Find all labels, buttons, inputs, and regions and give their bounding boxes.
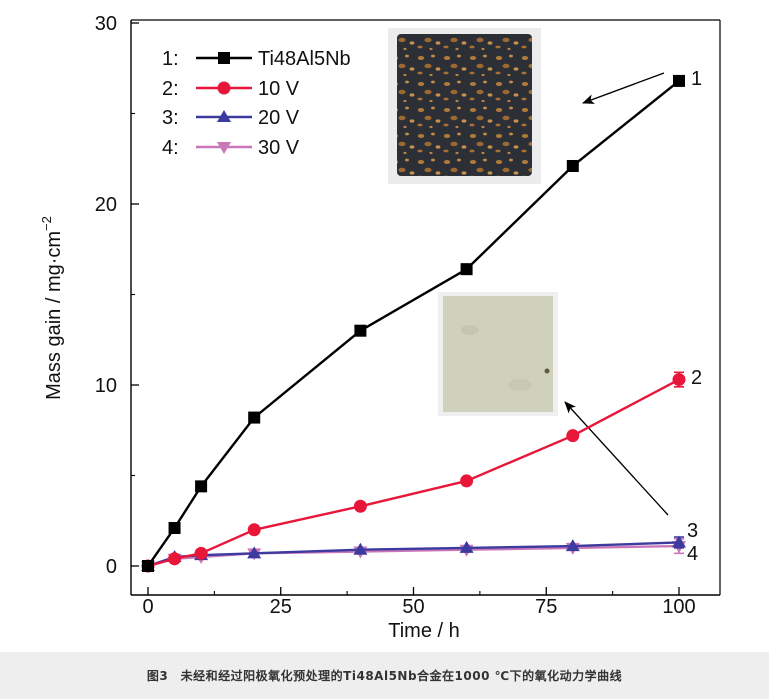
series-layer	[141, 74, 686, 573]
axis-ticks: 0 25 50 75 100 0 10 20 30	[95, 13, 696, 618]
dark-sample-photo	[388, 28, 541, 184]
series-line	[147, 541, 680, 568]
annotation-arrow-1	[582, 72, 665, 104]
y-axis-title-sup: −2	[39, 216, 54, 231]
data-point	[353, 499, 367, 513]
legend-prefix: 1:	[162, 48, 179, 70]
data-point	[142, 560, 154, 572]
data-point	[168, 521, 181, 534]
annotation-arrow-3	[564, 401, 669, 516]
curve-number-label: 4	[687, 543, 698, 565]
plot-frame	[130, 19, 721, 596]
legend-entry: 10 V	[258, 78, 300, 100]
legend-swatch-marker	[217, 110, 231, 122]
series-line	[147, 79, 680, 567]
caption-bar: 图3 未经和经过阳极氧化预处理的Ti48Al5Nb合金在1000 ℃下的氧化动力…	[0, 652, 769, 699]
legend: 1: Ti48Al5Nb 2: 10 V 3: 20 V 4: 30 V	[162, 48, 351, 159]
y-axis-title-main: Mass gain / mg·cm	[43, 231, 65, 400]
figure: 0 25 50 75 100 0 10 20 30 1: Ti48Al5Nb 2: 10 V 3: 20 …	[39, 13, 721, 642]
curve-number-label: 1	[691, 68, 702, 90]
series-line	[147, 378, 680, 568]
data-point	[459, 540, 474, 553]
legend-entry: Ti48Al5Nb	[258, 48, 351, 70]
data-point	[353, 542, 368, 555]
x-tick-label: 50	[402, 596, 424, 618]
figure-caption: 图3 未经和经过阳极氧化预处理的Ti48Al5Nb合金在1000 ℃下的氧化动力…	[146, 669, 623, 683]
x-tick-label: 25	[270, 596, 292, 618]
data-point	[566, 159, 579, 172]
curve-number-label: 3	[687, 520, 698, 542]
y-tick-label: 30	[95, 13, 117, 35]
legend-swatch-marker	[218, 52, 230, 64]
y-tick-label: 20	[95, 194, 117, 216]
data-point	[460, 474, 474, 488]
y-axis-title: Mass gain / mg·cm−2	[39, 216, 65, 400]
legend-swatch-marker	[217, 81, 231, 95]
legend-prefix: 2:	[162, 78, 179, 100]
x-tick-label: 75	[535, 596, 557, 618]
data-point	[672, 373, 686, 387]
legend-prefix: 3:	[162, 107, 179, 129]
curve-number-label: 2	[691, 367, 702, 389]
y-tick-label: 0	[106, 556, 117, 578]
data-point	[460, 263, 473, 276]
data-point	[354, 324, 367, 337]
data-point	[194, 546, 208, 560]
x-tick-label: 100	[662, 596, 695, 618]
y-tick-label: 10	[95, 375, 117, 397]
data-point	[566, 429, 580, 443]
legend-prefix: 4:	[162, 137, 179, 159]
data-point	[247, 523, 261, 537]
data-point	[247, 546, 262, 559]
mass-gain-chart: 0 25 50 75 100 0 10 20 30 1: Ti48Al5Nb 2: 10 V 3: 20 …	[39, 13, 721, 642]
x-tick-label: 0	[142, 596, 153, 618]
data-point	[672, 535, 686, 548]
legend-swatch-marker	[217, 142, 231, 154]
legend-entry: 20 V	[258, 107, 300, 129]
data-point	[673, 74, 685, 87]
curve-labels: 1 2 34	[687, 68, 702, 565]
data-point	[195, 480, 208, 493]
x-axis-title: Time / h	[388, 620, 460, 642]
data-point	[168, 552, 182, 566]
light-sample-photo	[438, 292, 558, 416]
legend-entry: 30 V	[258, 137, 300, 159]
data-point	[248, 411, 261, 424]
data-point	[565, 539, 580, 552]
